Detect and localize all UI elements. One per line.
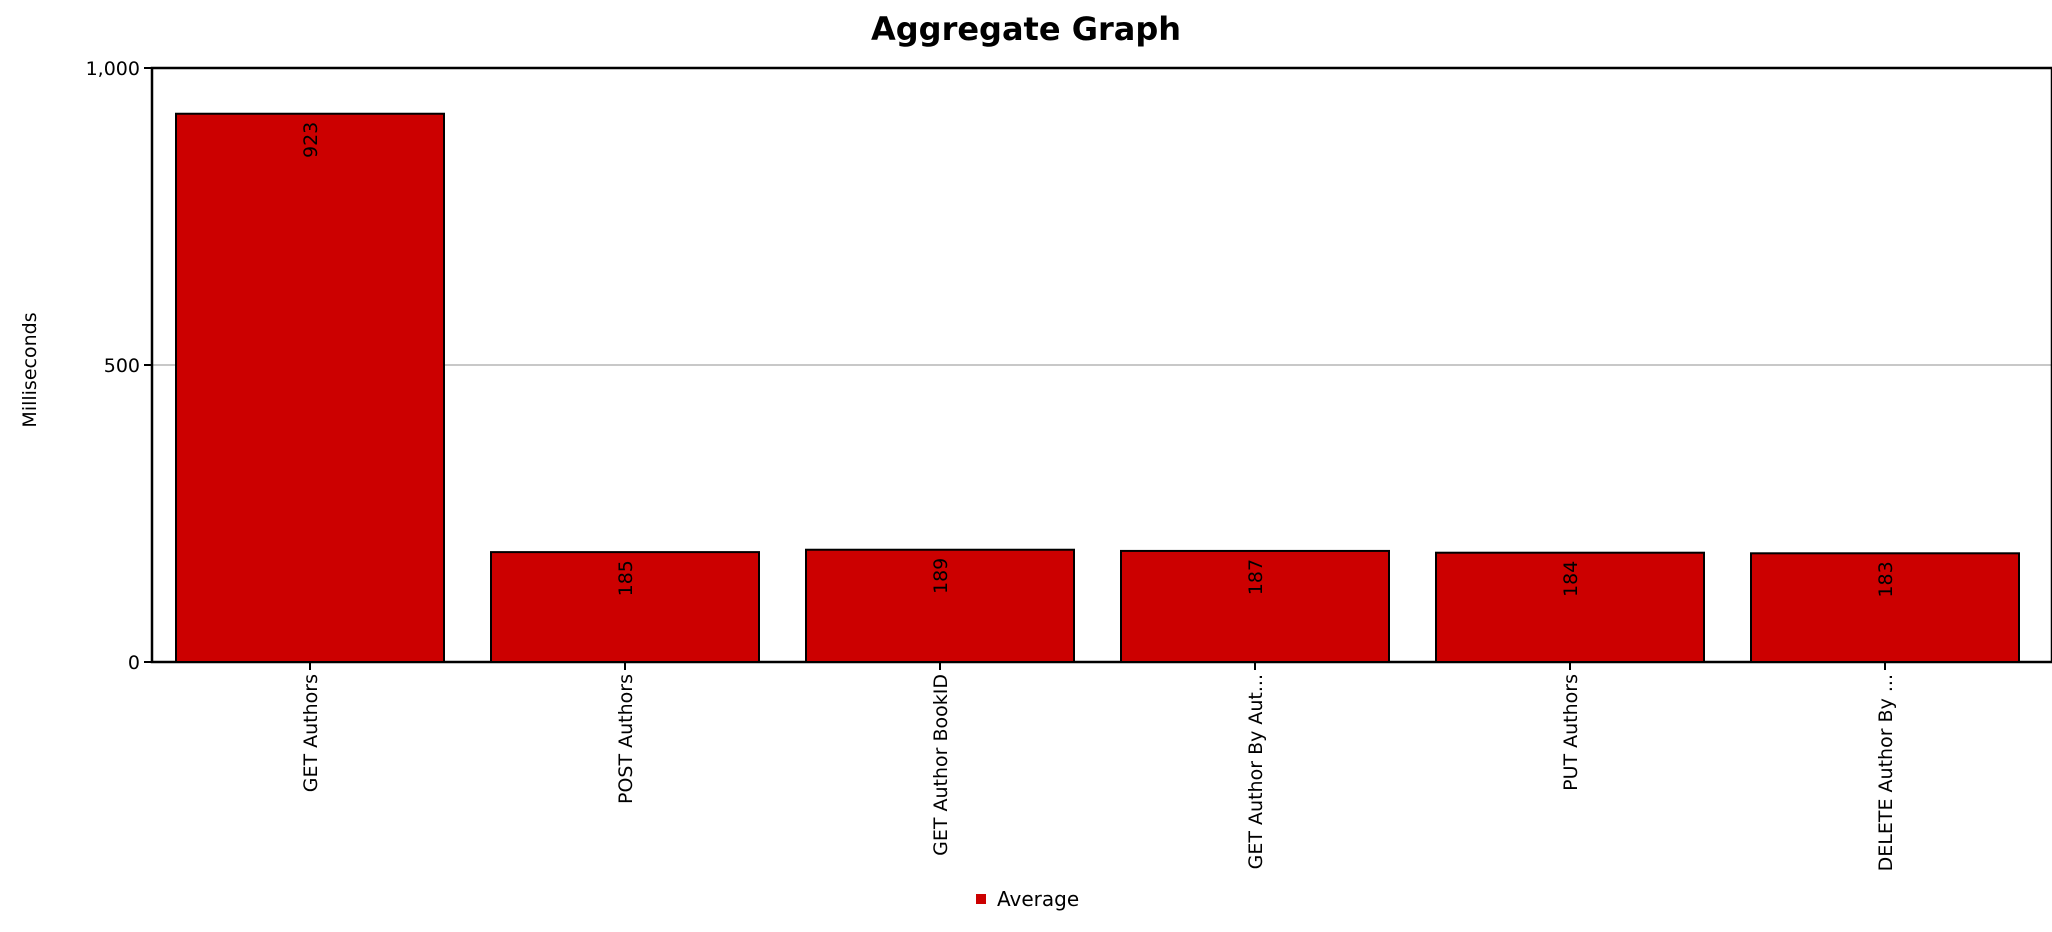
bar	[1750, 552, 2020, 663]
bar	[1120, 549, 1390, 663]
category-label: POST Authors	[615, 674, 637, 804]
y-tick-label: 0	[128, 652, 140, 674]
y-axis-ticks: 0 500 1,000	[86, 58, 152, 674]
chart-title: Aggregate Graph	[871, 10, 1181, 48]
y-tick-label: 1,000	[86, 58, 140, 80]
data-label: 184	[1560, 561, 1582, 597]
bar	[490, 551, 760, 663]
y-axis-label: Milliseconds	[19, 312, 41, 427]
y-tick-label: 500	[104, 355, 140, 377]
category-label: GET Authors	[300, 674, 322, 792]
data-label: 187	[1245, 559, 1267, 595]
data-labels: 923 185 189 187 184 183	[300, 122, 1897, 598]
category-label: DELETE Author By ...	[1875, 674, 1897, 871]
category-label: GET Author By Aut...	[1245, 674, 1267, 869]
data-label: 185	[615, 560, 637, 596]
category-label: GET Author BookID	[930, 674, 952, 856]
category-label: PUT Authors	[1560, 674, 1582, 791]
bars	[175, 112, 2020, 664]
data-label: 183	[1875, 561, 1897, 597]
bar	[1435, 551, 1705, 663]
bar	[805, 548, 1075, 664]
legend: Average	[976, 887, 1079, 911]
bar	[175, 112, 445, 664]
data-label: 923	[300, 122, 322, 158]
x-axis-ticks: GET Authors POST Authors GET Author BookID…	[300, 662, 1897, 871]
legend-swatch-average	[976, 894, 986, 904]
legend-label-average: Average	[997, 887, 1079, 911]
data-label: 189	[930, 558, 952, 594]
